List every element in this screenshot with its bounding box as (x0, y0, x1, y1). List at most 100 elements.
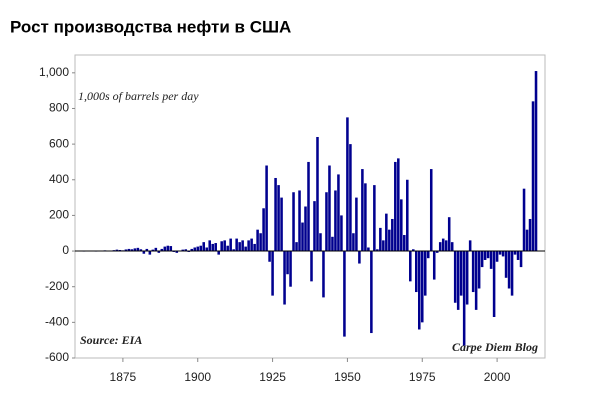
bar (328, 165, 331, 252)
bar (346, 117, 349, 252)
bar (525, 229, 529, 252)
bar (253, 243, 256, 252)
bar (277, 185, 280, 252)
bar (313, 201, 316, 252)
bar (244, 246, 247, 252)
bar (283, 251, 286, 305)
bar (412, 249, 415, 252)
bar (286, 251, 289, 275)
y-tick-label: 400 (49, 172, 69, 186)
bar (151, 249, 155, 252)
bar (465, 251, 469, 305)
bar (373, 185, 376, 252)
bar (127, 248, 131, 252)
bar (340, 215, 343, 252)
bar (295, 242, 298, 252)
bar (169, 246, 173, 252)
bar (256, 229, 259, 252)
bar (534, 71, 538, 252)
bar (468, 240, 472, 252)
bar (406, 179, 409, 252)
bar (214, 243, 217, 252)
y-tick-label: -200 (45, 279, 69, 293)
y-tick-label: -600 (45, 350, 69, 364)
x-tick-label: 1975 (409, 370, 436, 384)
bar (196, 246, 200, 252)
bar (522, 188, 526, 252)
y-tick-label: 0 (62, 243, 69, 257)
bar (471, 251, 475, 293)
bar (391, 218, 394, 252)
bar (409, 251, 412, 282)
bar (483, 251, 487, 260)
bar (415, 251, 418, 293)
bar (507, 251, 511, 289)
bar (229, 238, 232, 252)
bar (337, 174, 340, 252)
bar (489, 251, 493, 269)
bar (289, 251, 292, 287)
bar (322, 251, 325, 298)
bar (334, 190, 337, 252)
bar (432, 251, 436, 280)
bar (423, 251, 427, 296)
bar (528, 218, 532, 252)
x-tick-label: 1900 (184, 370, 211, 384)
bar (190, 248, 194, 252)
bar (382, 240, 385, 252)
bar (175, 251, 179, 253)
bar (388, 229, 391, 252)
bar (232, 249, 235, 252)
bar (495, 251, 499, 262)
bar (160, 248, 164, 252)
bar (352, 233, 355, 252)
bar (316, 136, 319, 252)
bar (247, 240, 250, 252)
bar (400, 199, 403, 252)
x-tick-label: 1950 (334, 370, 361, 384)
bar (142, 251, 146, 254)
bar (157, 251, 161, 253)
bar (474, 251, 478, 310)
bar (429, 169, 433, 252)
bar (444, 240, 448, 252)
blog-note: Carpe Diem Blog (452, 340, 538, 354)
bar (477, 251, 481, 289)
bar (310, 251, 313, 282)
bar (319, 233, 322, 252)
bar (531, 101, 535, 252)
bar (220, 241, 223, 252)
bar (403, 235, 406, 252)
bar (223, 240, 226, 252)
bar (462, 251, 466, 346)
bar (184, 249, 188, 252)
y-tick-label: 600 (49, 136, 69, 150)
bar (199, 245, 203, 252)
bar (115, 249, 119, 252)
bar (136, 247, 140, 252)
x-tick-label: 2000 (484, 370, 511, 384)
bar (139, 249, 143, 252)
bar (364, 183, 367, 252)
bar (241, 240, 244, 252)
bar (358, 251, 361, 264)
bar (420, 251, 424, 323)
bar (376, 249, 379, 252)
bar (250, 238, 253, 252)
unit-label: 1,000s of barrels per day (78, 89, 199, 103)
bar (516, 251, 520, 260)
bar (163, 246, 167, 252)
bar (193, 247, 197, 252)
bar (498, 251, 502, 255)
bar (211, 243, 214, 252)
bar (265, 165, 268, 252)
bar (441, 238, 445, 252)
bar (519, 251, 523, 268)
y-tick-label: 1,000 (39, 65, 69, 79)
bar (259, 233, 262, 252)
source-note: Source: EIA (80, 333, 142, 347)
bar (435, 251, 439, 253)
bar (510, 251, 514, 296)
bar (361, 169, 364, 252)
bar (280, 197, 283, 252)
